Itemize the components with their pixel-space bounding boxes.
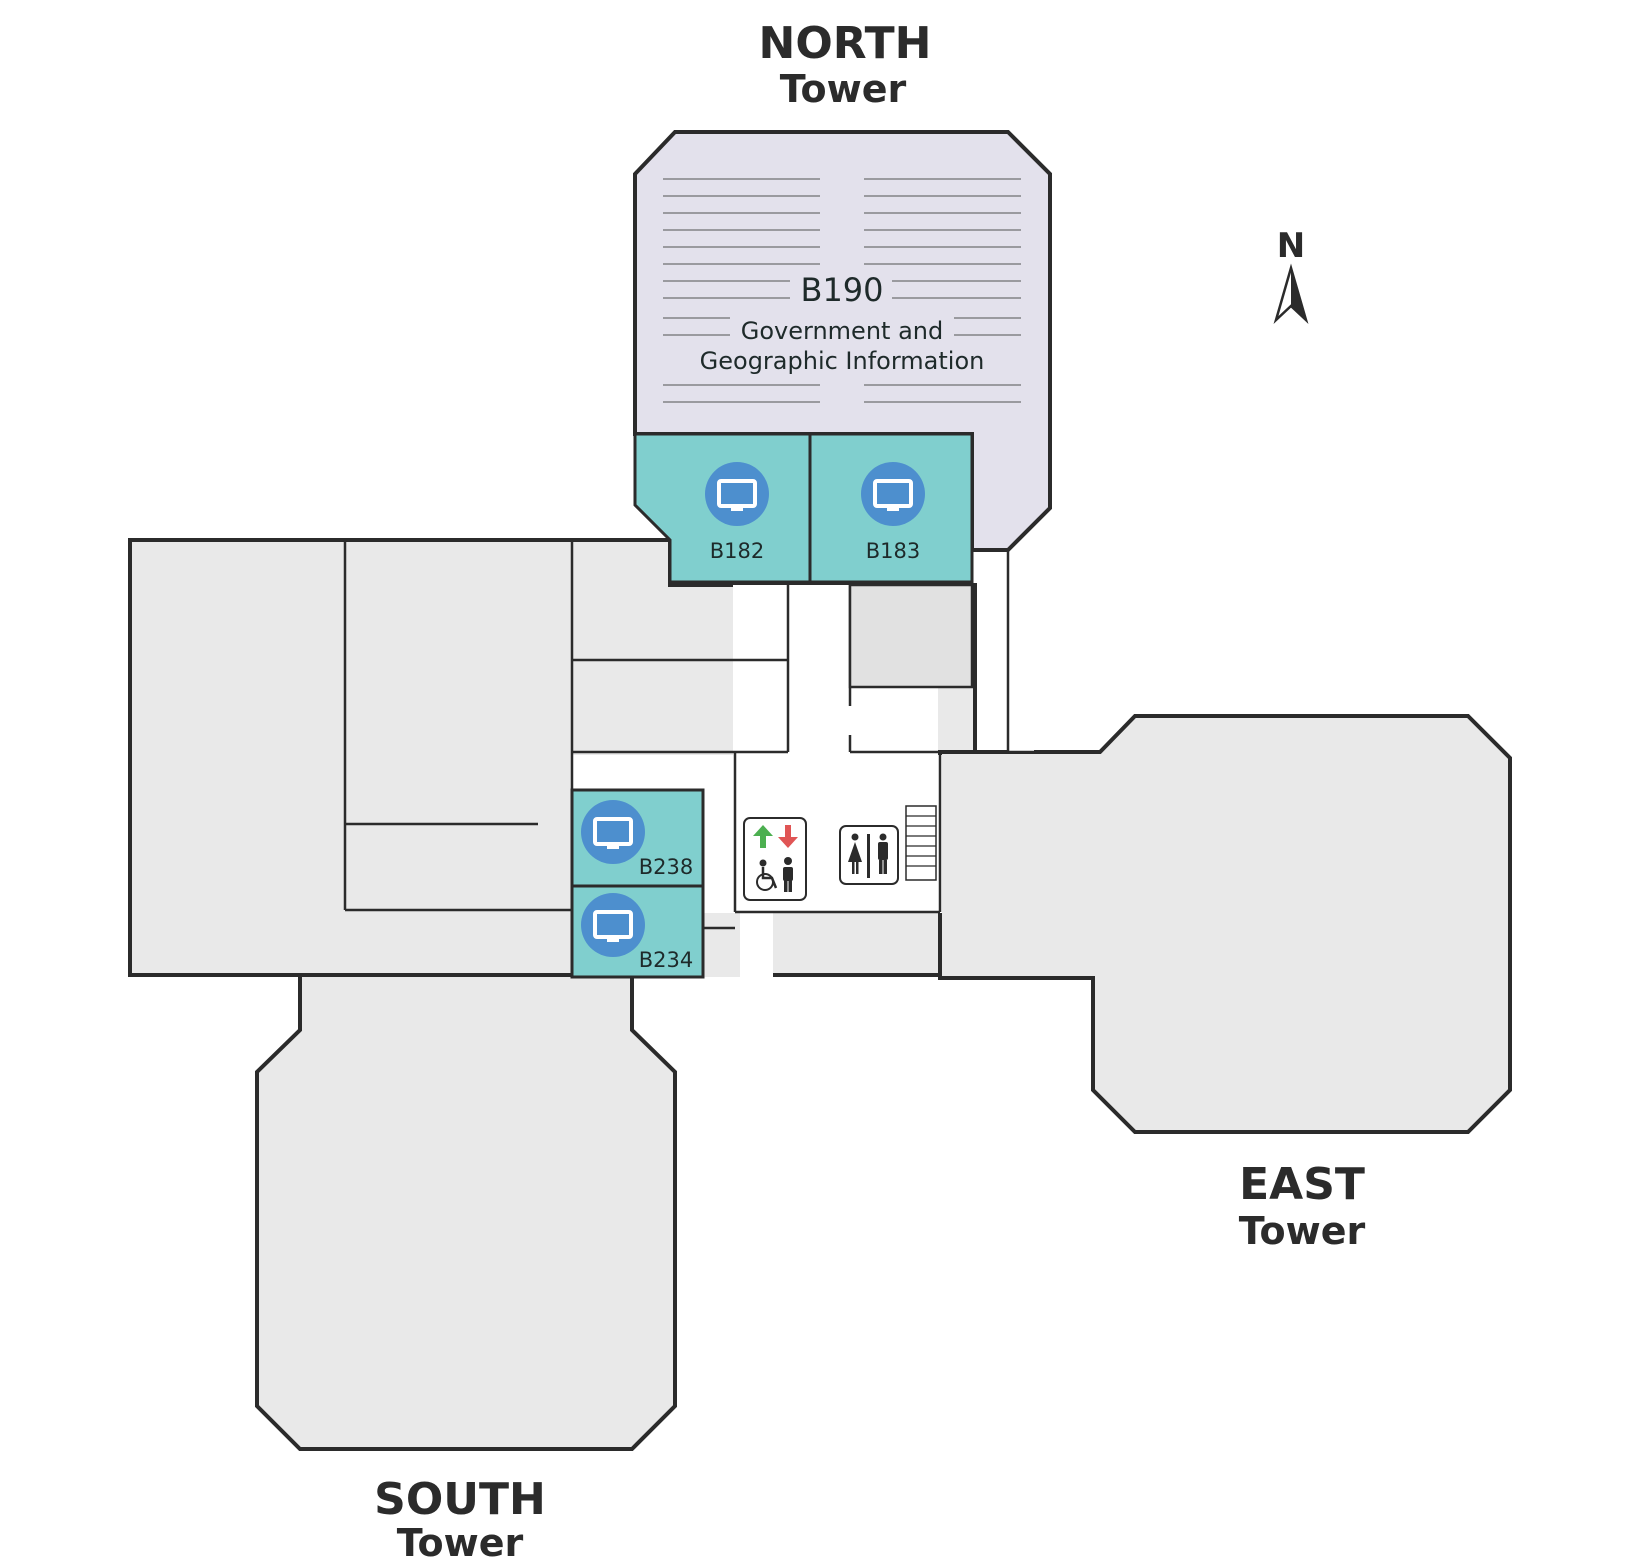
computer-icon bbox=[861, 462, 925, 526]
south-tower-block bbox=[255, 973, 677, 1451]
east-tower-subtitle: Tower bbox=[1239, 1209, 1366, 1253]
north-tower-title: NORTH bbox=[759, 18, 932, 69]
person-icon bbox=[783, 857, 793, 892]
interior-walls bbox=[343, 540, 1095, 975]
stairs-icon bbox=[905, 805, 937, 881]
south-tower-title: SOUTH bbox=[374, 1474, 546, 1525]
room-b190-name-line1: Government and bbox=[741, 317, 943, 345]
room-b238-number: B238 bbox=[639, 855, 694, 879]
room-b234-number: B234 bbox=[639, 948, 694, 972]
room-b190-number: B190 bbox=[800, 271, 883, 309]
bookshelves bbox=[663, 178, 1021, 403]
computer-icon bbox=[581, 893, 645, 957]
north-tower-subtitle: Tower bbox=[780, 67, 907, 111]
compass-label: N bbox=[1277, 226, 1305, 266]
room-b190[interactable]: B190 Government and Geographic Informati… bbox=[633, 130, 1052, 552]
room-b182-number: B182 bbox=[710, 539, 765, 563]
room-b182[interactable]: B182 bbox=[633, 432, 812, 584]
south-tower-subtitle: Tower bbox=[397, 1521, 524, 1561]
room-b183[interactable]: B183 bbox=[808, 432, 974, 584]
computer-icon bbox=[705, 462, 769, 526]
room-b238[interactable]: B238 bbox=[570, 788, 705, 888]
room-b183-number: B183 bbox=[866, 539, 921, 563]
room-b190-name-line2: Geographic Information bbox=[700, 347, 985, 375]
room-b234[interactable]: B234 bbox=[570, 884, 705, 979]
computer-icon bbox=[581, 800, 645, 864]
restroom-icon bbox=[839, 825, 899, 885]
east-tower-block bbox=[938, 714, 1512, 1134]
north-arrow-icon: N bbox=[1273, 226, 1309, 325]
east-tower-title: EAST bbox=[1239, 1159, 1365, 1210]
elevator-icon bbox=[743, 817, 807, 901]
wheelchair-icon bbox=[756, 859, 778, 891]
